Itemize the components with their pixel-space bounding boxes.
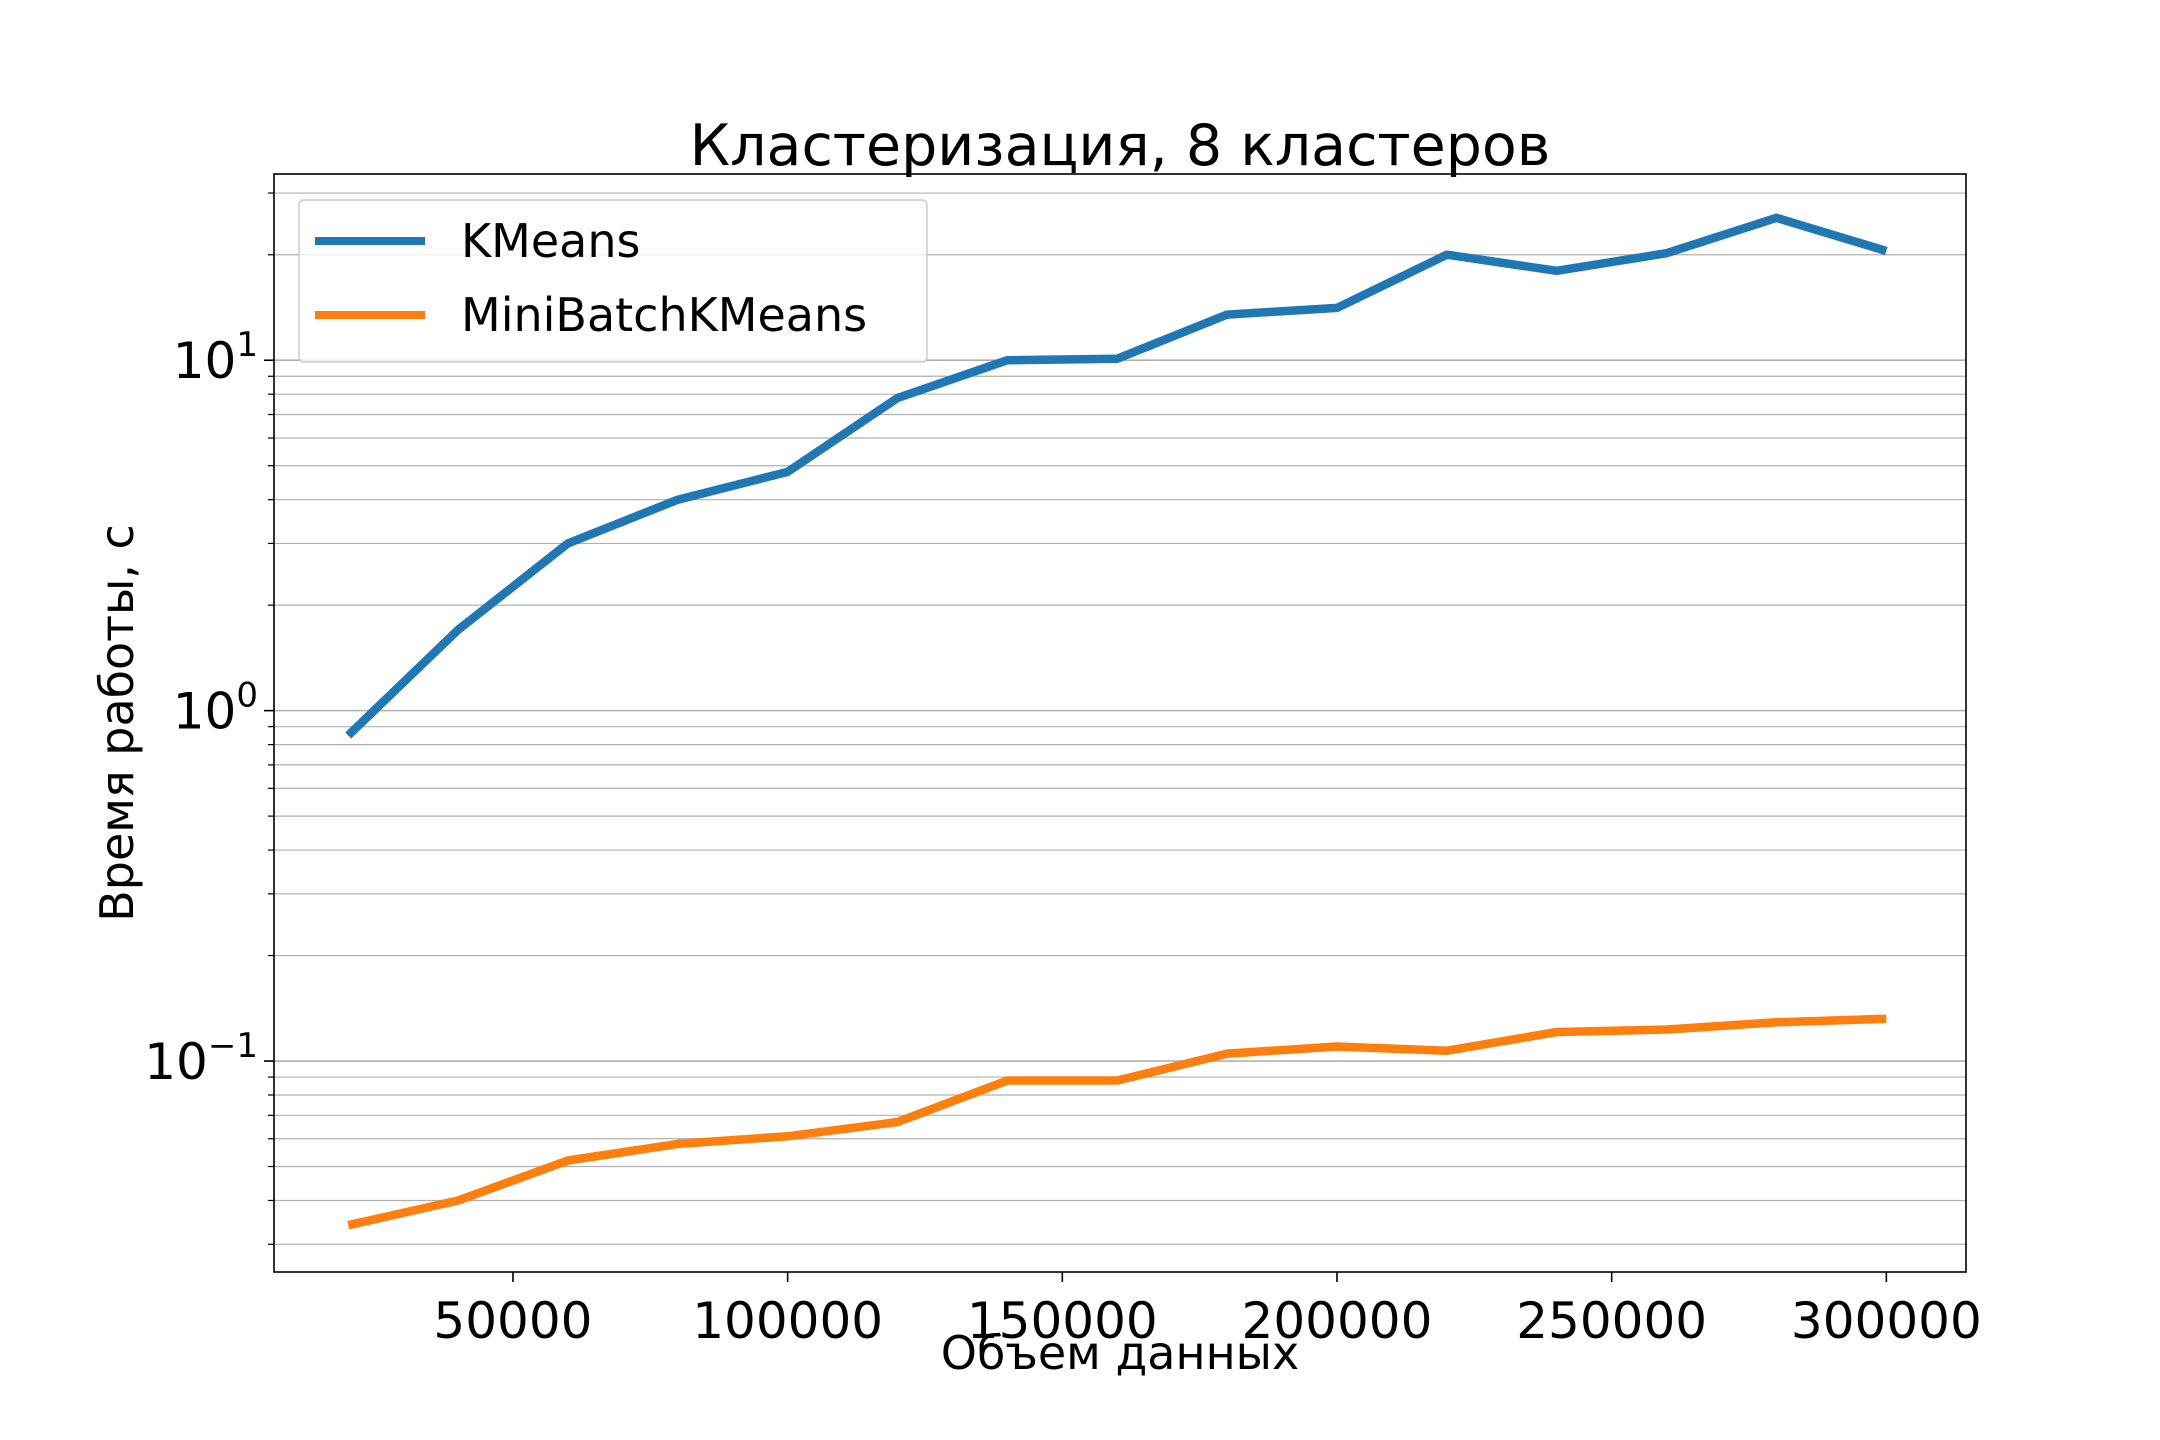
x-tick-label: 300000	[1791, 1292, 1982, 1350]
y-tick-label: 100	[173, 676, 258, 741]
series-line-minibatchkmeans	[347, 1014, 1887, 1230]
grid-lines	[274, 192, 1966, 1245]
axis-ticks: 50000 100000 150000 200000 250000 300000 101 10…	[144, 192, 1982, 1350]
series-lines	[345, 213, 1888, 1230]
legend-box	[298, 199, 928, 363]
x-tick-label: 100000	[692, 1292, 883, 1350]
x-tick-label: 250000	[1516, 1292, 1707, 1350]
y-axis-label: Время работы, с	[90, 524, 144, 922]
x-tick-label: 200000	[1242, 1292, 1433, 1350]
legend-label-kmeans: KMeans	[461, 214, 640, 268]
x-tick-label: 50000	[433, 1292, 592, 1350]
y-tick-label: 101	[173, 325, 258, 390]
legend-label-minibatchkmeans: MiniBatchKMeans	[461, 288, 867, 342]
plot-frame	[273, 173, 1967, 1273]
x-tick-label: 150000	[967, 1292, 1158, 1350]
series-line-kmeans	[345, 213, 1888, 739]
chart-title: Кластеризация, 8 кластеров	[690, 113, 1551, 179]
x-axis-label: Объем данных	[941, 1326, 1299, 1380]
legend: KMeans MiniBatchKMeans	[298, 199, 928, 363]
y-tick-label: 10−1	[144, 1026, 258, 1091]
